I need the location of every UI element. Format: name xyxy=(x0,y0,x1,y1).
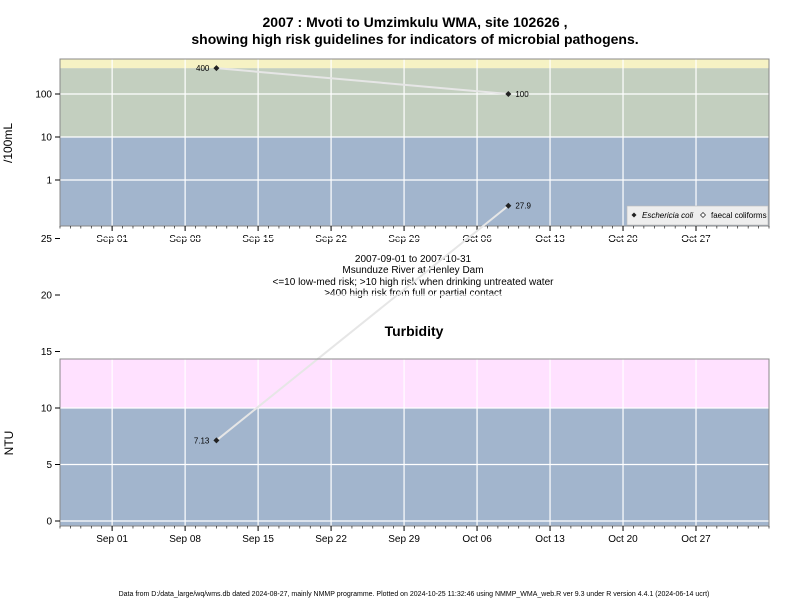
chart1-data-label: 400 xyxy=(196,64,210,73)
chart2-band-1 xyxy=(60,359,769,408)
chart2-series: 7.13 27.9 xyxy=(194,202,532,446)
chart1-bands xyxy=(60,59,769,226)
chart1-xtick-label: Oct 20 xyxy=(608,234,638,245)
chart2-data-label: 27.9 xyxy=(515,202,531,211)
chart1-ylabel: /100mL xyxy=(1,123,15,163)
chart2-xtick-label: Sep 08 xyxy=(169,534,201,545)
chart1-band-1 xyxy=(60,68,769,137)
chart2-ylabel: NTU xyxy=(2,431,16,456)
legend-fc-label: faecal coliforms xyxy=(711,211,767,220)
chart1-xtick-label: Sep 15 xyxy=(242,234,274,245)
chart2-ytick-label: 5 xyxy=(46,460,52,471)
chart2-ytick-label: 25 xyxy=(41,234,53,245)
chart2-axes: Sep 01 Sep 08 Sep 15 Sep 22 Sep 29 Oct 06 Oct … xyxy=(41,234,770,545)
chart2-title: Turbidity xyxy=(385,323,444,339)
chart2-xtick-label: Oct 27 xyxy=(681,534,711,545)
chart1-ytick-label: 100 xyxy=(35,90,52,101)
chart1-xtick-label: Sep 29 xyxy=(388,234,420,245)
chart1-band-2 xyxy=(60,59,769,69)
chart2-xtick-label: Oct 20 xyxy=(608,534,638,545)
chart1-grid xyxy=(60,59,769,226)
legend-ecoli-marker xyxy=(631,212,637,218)
chart2-data-point xyxy=(505,202,512,209)
chart2-data-point xyxy=(213,437,220,444)
chart1-xtick-label: Sep 08 xyxy=(169,234,201,245)
chart2-data-label: 7.13 xyxy=(194,436,210,445)
chart2-series-line xyxy=(215,204,509,442)
info-line-risk-contact: >400 high risk from full or partial cont… xyxy=(324,288,502,299)
legend-fc-marker xyxy=(700,212,706,218)
legend-ecoli-label: Eschericia coli xyxy=(642,211,693,220)
info-line-date-range: 2007-09-01 to 2007-10-31 xyxy=(355,254,472,265)
chart1-title-line2: showing high risk guidelines for indicat… xyxy=(191,31,638,47)
chart2-bands xyxy=(60,359,769,526)
chart2-ytick-label: 0 xyxy=(46,517,52,528)
chart1-series-line xyxy=(216,67,509,95)
chart1-ytick-label: 10 xyxy=(41,133,53,144)
chart1-series: 400 100 xyxy=(196,64,529,99)
chart1-xtick-label: Oct 06 xyxy=(462,234,492,245)
chart2-xtick-label: Sep 29 xyxy=(388,534,420,545)
chart2-band-0 xyxy=(60,408,769,526)
chart2-ytick-label: 10 xyxy=(41,404,53,415)
chart2-xtick-label: Oct 06 xyxy=(462,534,492,545)
chart1-data-point xyxy=(213,65,220,72)
chart1-xtick-label: Sep 22 xyxy=(315,234,347,245)
chart2-xtick-label: Sep 15 xyxy=(242,534,274,545)
chart2-xtick-label: Sep 22 xyxy=(315,534,347,545)
chart1-xtick-label: Oct 13 xyxy=(535,234,565,245)
chart1-data-label: 100 xyxy=(515,90,529,99)
chart2-grid xyxy=(60,237,769,526)
info-line-site: Msunduze River at Henley Dam xyxy=(342,265,483,276)
chart1-title-line1: 2007 : Mvoti to Umzimkulu WMA, site 1026… xyxy=(263,14,568,30)
chart1-ytick-label: 1 xyxy=(46,176,52,187)
legend-box xyxy=(626,205,769,226)
chart1-legend: Eschericia coli faecal coliforms xyxy=(626,205,769,226)
chart2-xtick-label: Sep 01 xyxy=(96,534,128,545)
chart1-data-point xyxy=(505,91,512,97)
chart1-xtick-label: Sep 01 xyxy=(96,234,128,245)
chart1-axes: Sep 01 Sep 08 Sep 15 Sep 22 Sep 29 Oct 06 Oct … xyxy=(35,90,770,245)
chart2-xtick-label: Oct 13 xyxy=(535,534,565,545)
chart2-ytick-label: 20 xyxy=(41,291,53,302)
footer-note: Data from D:/data_large/wq/wms.db dated … xyxy=(119,591,710,598)
chart1-xtick-label: Oct 27 xyxy=(681,234,711,245)
chart2-ytick-label: 15 xyxy=(41,347,53,358)
